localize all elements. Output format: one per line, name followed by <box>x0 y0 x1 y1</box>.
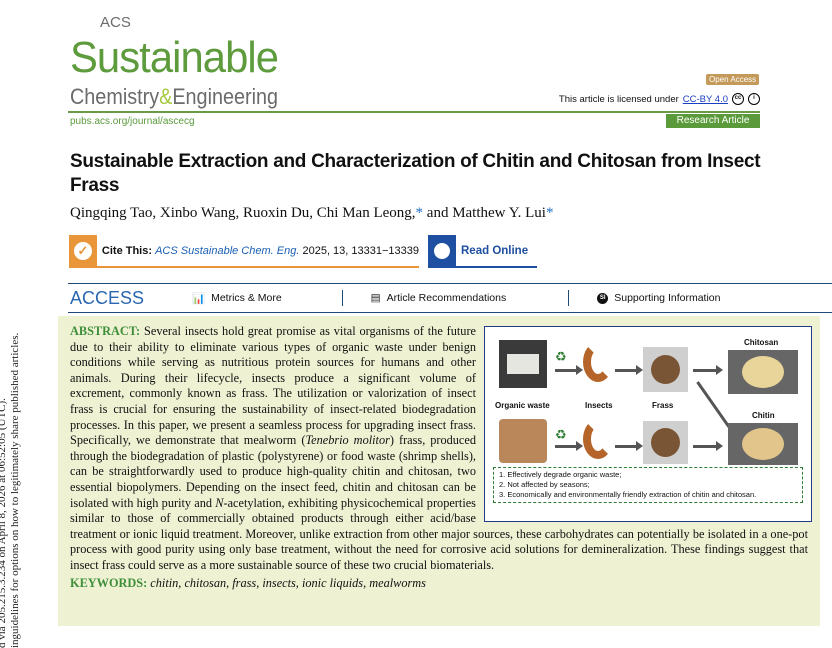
journal-logo: ACS Sustainable Chemistry&Engineering <box>70 14 310 110</box>
sharing-guidelines[interactable]: inguidelines for options on how to legit… <box>9 332 21 648</box>
n-italic: N <box>215 495 224 510</box>
logo-chem-eng: Chemistry&Engineering <box>70 84 278 109</box>
article-title: Sustainable Extraction and Characterizat… <box>70 151 761 196</box>
license-text: This article is licensed under <box>558 93 679 105</box>
article-header: Sustainable Extraction and Characterizat… <box>70 150 832 222</box>
logo-acs: ACS <box>100 14 131 31</box>
corresponding-mark[interactable]: * <box>545 205 554 221</box>
read-online-label: Read Online <box>461 245 529 257</box>
globe-icon <box>434 243 450 259</box>
supporting-info-button[interactable]: SI Supporting Information <box>597 292 720 304</box>
cite-label: Cite This: <box>101 245 153 257</box>
download-info: d via 205.215.3.234 on April 8, 2026 at … <box>0 398 8 648</box>
insects-label: Insects <box>585 401 613 410</box>
toc-points: 1. Effectively degrade organic waste; 2.… <box>493 467 803 503</box>
journal-url[interactable]: pubs.acs.org/journal/ascecg <box>70 116 195 127</box>
divider <box>568 290 570 306</box>
recommendations-button[interactable]: ▤ Article Recommendations <box>371 292 507 304</box>
metrics-button[interactable]: 📊 Metrics & More <box>192 292 282 305</box>
frass-image <box>643 347 688 392</box>
organic-waste-image <box>499 340 547 388</box>
author-list: Qingqing Tao, Xinbo Wang, Ruoxin Du, Chi… <box>70 204 832 222</box>
cite-this-button[interactable]: ✓ Cite This: ACS Sustainable Chem. Eng. … <box>69 235 419 268</box>
abstract: ♻ ♻ Chitosan Chitin Organic waste Insect… <box>58 316 820 626</box>
toc-point: 1. Effectively degrade organic waste; <box>499 470 622 479</box>
download-sidebar: d via 205.215.3.234 on April 8, 2026 at … <box>0 333 22 648</box>
recycle-icon: ♻ <box>555 427 567 442</box>
license-link[interactable]: CC-BY 4.0 <box>682 93 728 105</box>
cite-journal: ACS Sustainable Chem. Eng. <box>155 245 300 257</box>
abstract-text: -acetylation, exhibiting physicochemical… <box>70 495 808 572</box>
supporting-label: Supporting Information <box>614 292 721 304</box>
author[interactable]: Chi Man Leong, <box>316 205 416 221</box>
open-access-badge: Open Access <box>706 74 760 85</box>
cc-icon: cc <box>732 93 744 105</box>
organic-waste-label: Organic waste <box>495 401 550 410</box>
species-name: Tenebrio molitor <box>305 433 390 448</box>
author[interactable]: Qingqing Tao, <box>70 205 157 221</box>
logo-amp: & <box>159 84 173 109</box>
abstract-label: ABSTRACT: <box>70 324 141 338</box>
abstract-text: ) frass, produced through the biodegrada… <box>70 433 476 510</box>
author[interactable]: Xinbo Wang, <box>159 205 240 221</box>
recommendations-label: Article Recommendations <box>386 292 507 304</box>
mealworm-image <box>583 419 613 459</box>
author[interactable]: and Matthew Y. Lui <box>426 205 546 221</box>
abstract-text: Several insects hold great promise as vi… <box>70 324 476 448</box>
article-type-badge: Research Article <box>666 114 760 128</box>
chitosan-image <box>728 350 798 394</box>
check-icon: ✓ <box>73 242 92 260</box>
corresponding-mark[interactable]: * <box>415 205 424 221</box>
keywords: KEYWORDS: chitin, chitosan, frass, insec… <box>70 576 808 592</box>
recycle-icon: ♻ <box>555 349 567 364</box>
food-waste-image <box>499 419 547 463</box>
toc-graphic: ♻ ♻ Chitosan Chitin Organic waste Insect… <box>484 326 812 522</box>
frass-image <box>643 421 688 464</box>
chitosan-label: Chitosan <box>744 338 779 347</box>
logo-chemistry: Chemistry <box>70 84 160 109</box>
access-bar: ACCESS 📊 Metrics & More ▤ Article Recommen… <box>68 283 832 313</box>
mealworm-image <box>583 342 613 382</box>
toc-point: 2. Not affected by seasons; <box>499 480 590 489</box>
keywords-label: KEYWORDS: <box>70 575 148 590</box>
logo-engineering: Engineering <box>172 84 279 109</box>
toc-point: 3. Economically and environmentally frie… <box>499 490 757 499</box>
header-divider <box>68 111 760 113</box>
chitin-image <box>728 423 798 465</box>
license-line: This article is licensed under CC-BY 4.0… <box>559 93 760 105</box>
logo-sustainable: Sustainable <box>70 33 279 82</box>
access-label: ACCESS <box>70 287 145 308</box>
keywords-text: chitin, chitosan, frass, insects, ionic … <box>150 575 426 590</box>
attribution-icon: i <box>748 93 760 105</box>
bar-chart-icon: 📊 <box>192 292 206 305</box>
newspaper-icon: ▤ <box>370 292 381 304</box>
si-icon: SI <box>597 292 609 304</box>
divider <box>341 290 343 306</box>
author[interactable]: Ruoxin Du, <box>243 205 314 221</box>
frass-label: Frass <box>652 401 674 410</box>
chitin-label: Chitin <box>752 411 775 420</box>
cite-ref: 2025, 13, 13331−13339 <box>302 245 419 257</box>
read-online-button[interactable]: Read Online <box>428 235 537 268</box>
metrics-label: Metrics & More <box>211 292 282 304</box>
